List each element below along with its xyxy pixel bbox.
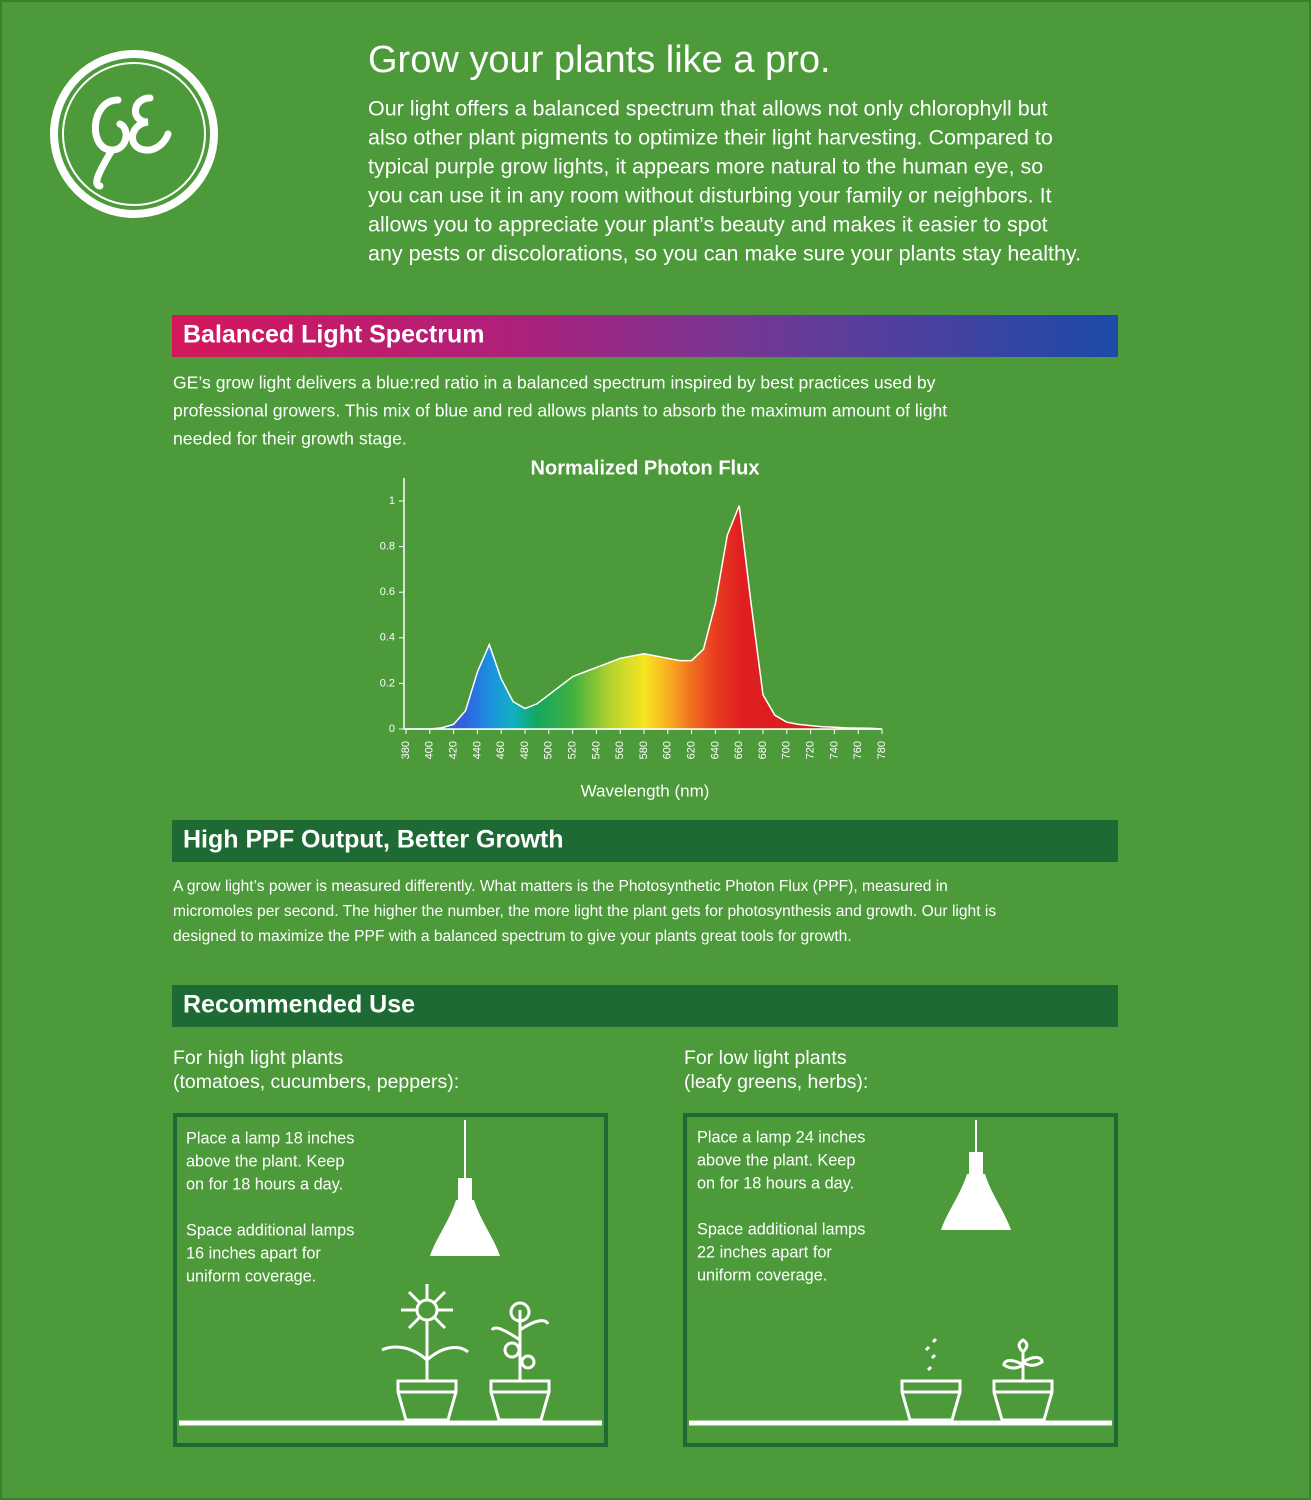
instruction-line: Place a lamp 18 inches — [186, 1129, 354, 1147]
y-tick-label: 0 — [389, 723, 395, 735]
y-tick-label: 0.6 — [380, 586, 395, 598]
body-line: micromoles per second. The higher the nu… — [173, 903, 996, 920]
x-tick-label: 580 — [638, 741, 650, 759]
x-tick-label: 660 — [733, 741, 745, 759]
y-tick-label: 0.2 — [380, 677, 395, 689]
instruction-line: on for 18 hours a day. — [697, 1174, 854, 1192]
x-tick-label: 600 — [662, 741, 674, 759]
page-title: Grow your plants like a pro. — [368, 39, 831, 81]
instruction-line: Space additional lamps — [697, 1220, 865, 1238]
instruction-line: 22 inches apart for — [697, 1243, 832, 1261]
body-line: needed for their growth stage. — [173, 429, 407, 449]
instruction-line: uniform coverage. — [186, 1267, 316, 1285]
x-tick-label: 460 — [495, 741, 507, 759]
ge-logo — [50, 50, 218, 218]
x-tick-label: 440 — [471, 741, 483, 759]
intro-line: allows you to appreciate your plant’s be… — [368, 213, 1048, 237]
body-line: professional growers. This mix of blue a… — [173, 401, 947, 421]
instruction-line: Space additional lamps — [186, 1221, 354, 1239]
column-heading: (tomatoes, cucumbers, peppers): — [173, 1071, 459, 1093]
intro-line: any pests or discolorations, so you can … — [368, 242, 1081, 266]
section-bar — [172, 315, 1118, 357]
intro-line: typical purple grow lights, it appears m… — [368, 155, 1043, 179]
x-tick-label: 500 — [543, 741, 555, 759]
lamp-icon — [941, 1120, 1011, 1230]
x-tick-label: 520 — [567, 741, 579, 759]
body-line: GE’s grow light delivers a blue:red rati… — [173, 373, 936, 393]
x-axis-label: Wavelength (nm) — [581, 781, 710, 800]
column-heading: For high light plants — [173, 1047, 343, 1069]
section-title: Recommended Use — [183, 991, 415, 1019]
x-tick-label: 760 — [852, 741, 864, 759]
section-bar — [172, 985, 1118, 1027]
x-tick-label: 720 — [805, 741, 817, 759]
instruction-box — [683, 1113, 1118, 1447]
x-tick-label: 380 — [400, 741, 412, 759]
instruction-line: above the plant. Keep — [697, 1151, 855, 1169]
plant-icon — [381, 1284, 551, 1422]
x-tick-label: 620 — [686, 741, 698, 759]
lamp-icon — [430, 1120, 500, 1256]
x-tick-label: 680 — [757, 741, 769, 759]
y-tick-label: 1 — [389, 495, 395, 507]
body-line: designed to maximize the PPF with a bala… — [173, 928, 852, 945]
x-tick-label: 400 — [424, 741, 436, 759]
instruction-line: uniform coverage. — [697, 1266, 827, 1284]
intro-line: also other plant pigments to optimize th… — [368, 126, 1053, 150]
x-tick-label: 780 — [876, 741, 888, 759]
instruction-box — [173, 1113, 608, 1447]
y-tick-label: 0.8 — [380, 541, 395, 553]
spectrum-area — [406, 505, 883, 730]
column-heading: (leafy greens, herbs): — [684, 1071, 868, 1093]
x-tick-label: 700 — [781, 741, 793, 759]
instruction-line: above the plant. Keep — [186, 1152, 344, 1170]
column-heading: For low light plants — [684, 1047, 847, 1069]
section-title: High PPF Output, Better Growth — [183, 826, 564, 854]
instruction-line: on for 18 hours a day. — [186, 1175, 343, 1193]
x-tick-label: 560 — [614, 741, 626, 759]
body-line: A grow light’s power is measured differe… — [173, 878, 948, 895]
section-title: Balanced Light Spectrum — [183, 321, 484, 349]
x-tick-label: 540 — [590, 741, 602, 759]
x-tick-label: 740 — [828, 741, 840, 759]
y-tick-label: 0.4 — [380, 632, 395, 644]
instruction-line: 16 inches apart for — [186, 1244, 321, 1262]
seedling-icon — [900, 1337, 1054, 1422]
section-bar — [172, 820, 1118, 862]
chart-title: Normalized Photon Flux — [531, 457, 760, 479]
intro-line: you can use it in any room without distu… — [368, 184, 1052, 208]
instruction-line: Place a lamp 24 inches — [697, 1128, 865, 1146]
x-tick-label: 420 — [448, 741, 460, 759]
x-tick-label: 640 — [709, 741, 721, 759]
x-tick-label: 480 — [519, 741, 531, 759]
intro-line: Our light offers a balanced spectrum tha… — [368, 97, 1048, 121]
